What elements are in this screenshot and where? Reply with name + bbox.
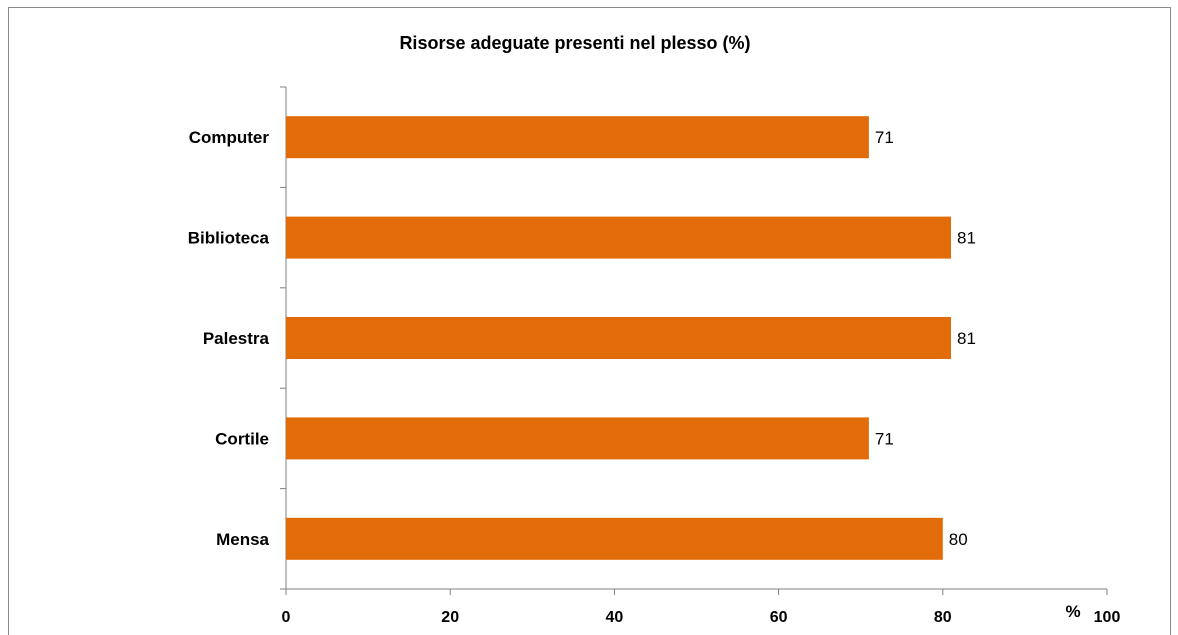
data-label: 81 xyxy=(957,329,976,348)
category-label: Biblioteca xyxy=(188,229,270,248)
data-label: 71 xyxy=(875,128,894,147)
x-tick-label: 80 xyxy=(934,609,952,626)
x-tick-label: 100 xyxy=(1094,609,1121,626)
bar-cortile xyxy=(286,417,869,460)
plot-area: 0 20 40 60 80 100 Computer 71 Biblioteca 81 Palest… xyxy=(188,86,1121,626)
data-label: 80 xyxy=(949,530,968,549)
x-tick-label: 20 xyxy=(441,609,459,626)
x-tick-label: 0 xyxy=(282,609,291,626)
bar-computer xyxy=(286,116,869,159)
category-label: Mensa xyxy=(216,530,269,549)
chart-title: Risorse adeguate presenti nel plesso (%) xyxy=(399,33,750,53)
data-label: 71 xyxy=(875,429,894,448)
bar-biblioteca xyxy=(286,216,952,259)
bar-mensa xyxy=(286,517,943,560)
bar-palestra xyxy=(286,317,952,359)
x-axis-unit-label: % xyxy=(1065,602,1080,621)
data-label: 81 xyxy=(957,229,976,248)
x-tick-label: 60 xyxy=(770,609,788,626)
x-tick-label: 40 xyxy=(606,609,624,626)
category-label: Palestra xyxy=(203,329,270,348)
category-label: Computer xyxy=(189,128,270,147)
category-label: Cortile xyxy=(215,429,269,448)
